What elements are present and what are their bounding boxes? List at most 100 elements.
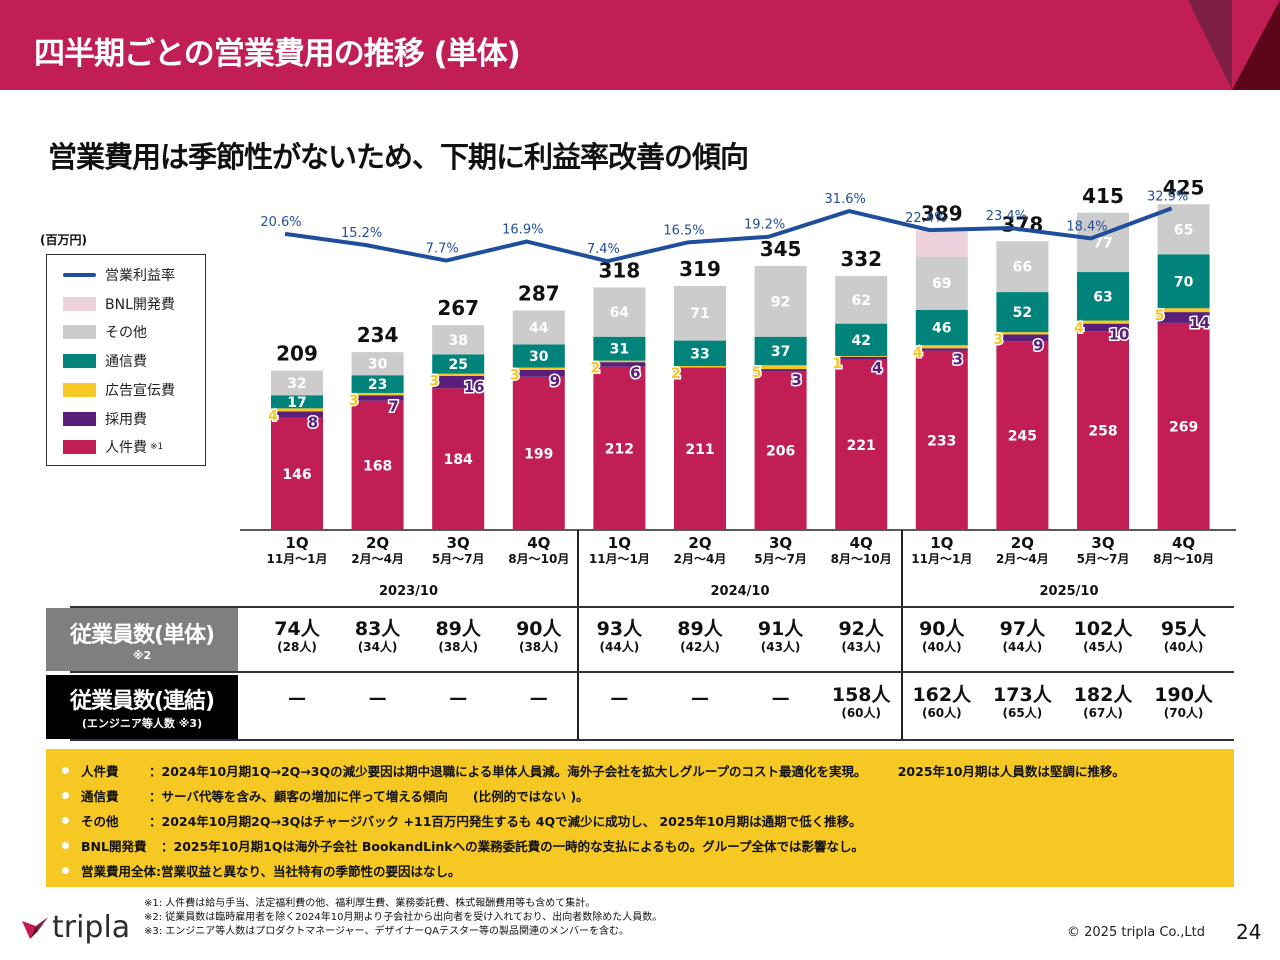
table-cell: 90人 (38人) bbox=[497, 618, 580, 655]
table-cell: — bbox=[497, 684, 580, 709]
total-label: 389 bbox=[921, 201, 963, 225]
bar-segment-other bbox=[512, 310, 565, 345]
margin-data-label: 7.4% bbox=[587, 242, 620, 257]
data-label-other: 92 bbox=[771, 294, 790, 310]
table-cell: — bbox=[256, 684, 339, 709]
bar-segment-communication bbox=[351, 375, 404, 393]
data-label-personnel: 168 bbox=[363, 458, 392, 474]
months-label: 11月～1月 bbox=[588, 552, 650, 566]
legend-line-swatch bbox=[63, 273, 96, 277]
data-label-advertising: 3 bbox=[510, 368, 520, 384]
legend-swatch bbox=[63, 297, 96, 311]
months-label: 2月～4月 bbox=[996, 552, 1049, 566]
bar-segment-other bbox=[674, 285, 726, 341]
note-item: 通信費 ：サーバ代等を含み、顧客の増加に伴って増える傾向 (比例的ではない )。 bbox=[62, 783, 1234, 808]
employee-count: 90人 bbox=[516, 618, 562, 640]
table-cell: — bbox=[417, 684, 500, 709]
employee-count: 97人 bbox=[999, 618, 1046, 640]
data-label-personnel: 245 bbox=[1008, 429, 1037, 445]
note-text: :営業収益と異なり、当社特有の季節性の要因はなし。 bbox=[156, 864, 461, 879]
data-label-recruiting: 9 bbox=[550, 372, 560, 390]
months-label: 5月～7月 bbox=[754, 552, 807, 566]
data-label-advertising: 4 bbox=[913, 345, 923, 361]
table-top-border bbox=[70, 606, 1234, 608]
total-label: 234 bbox=[357, 323, 399, 347]
bullet-icon bbox=[62, 767, 69, 774]
quarter-label: 3Q bbox=[1091, 534, 1115, 552]
bullet-icon bbox=[62, 842, 69, 849]
footnotes: ※1: 人件費は給与手当、法定福利費の他、福利厚生費、業務委託費、株式報酬費用等… bbox=[144, 897, 662, 939]
fiscal-year-label: 2025/10 bbox=[1039, 584, 1099, 599]
bar-segment-other bbox=[271, 370, 323, 396]
header-bar: 四半期ごとの営業費用の推移 (単体) bbox=[0, 0, 1280, 90]
footnote: ※2: 従業員数は臨時雇用者を除く2024年10月期より子会社から出向者を受け入… bbox=[144, 912, 663, 923]
bar-segment-personnel bbox=[512, 376, 565, 530]
data-label-recruiting: 9 bbox=[1033, 336, 1043, 354]
data-label-communication: 37 bbox=[771, 344, 790, 360]
employee-count: 90人 bbox=[919, 618, 965, 640]
legend-item-margin: 営業利益率 bbox=[63, 265, 175, 285]
fiscal-year-label: 2024/10 bbox=[710, 584, 770, 599]
bar-segment-personnel bbox=[593, 366, 646, 530]
engineer-count: (65人) bbox=[1002, 706, 1043, 720]
total-label: 425 bbox=[1163, 180, 1205, 199]
legend-label: BNL開発費 bbox=[105, 297, 175, 313]
table-cell: 89人 (42人) bbox=[659, 618, 742, 655]
header-decoration bbox=[1188, 0, 1280, 90]
months-label: 8月～10月 bbox=[1153, 552, 1215, 566]
data-label-personnel: 211 bbox=[685, 442, 714, 458]
employee-count: 158人 bbox=[831, 684, 891, 706]
legend-item-other: その他 bbox=[63, 322, 147, 342]
data-label-personnel: 146 bbox=[282, 467, 311, 483]
note-item: その他 ：2024年10月期2Q→3Qはチャージバック +11百万円発生するも 4… bbox=[62, 808, 1234, 833]
bar-segment-recruiting bbox=[593, 362, 646, 367]
engineer-count: (44人) bbox=[1002, 640, 1043, 654]
bar-segment-advertising bbox=[996, 332, 1049, 335]
page-number: 24 bbox=[1236, 920, 1262, 944]
months-label: 11月～1月 bbox=[911, 552, 973, 566]
quarter-label: 1Q bbox=[930, 534, 954, 552]
quarter-label: 1Q bbox=[607, 534, 631, 552]
bar-segment-communication bbox=[1157, 254, 1210, 309]
engineer-count: (34人) bbox=[357, 640, 398, 654]
table-cell: — bbox=[336, 684, 419, 709]
bar-segment-personnel bbox=[754, 371, 807, 530]
table-cell: 95人 (40人) bbox=[1142, 618, 1225, 655]
legend-swatch bbox=[63, 383, 96, 397]
data-label-personnel: 233 bbox=[927, 433, 956, 449]
bar-segment-other bbox=[915, 256, 968, 310]
data-label-personnel: 212 bbox=[605, 441, 634, 457]
legend-item-personnel: 人件費 ※1 bbox=[63, 437, 163, 457]
notes-box: 人件費 ：2024年10月期1Q→2Q→3Qの減少要因は期中退職による単体人員減。… bbox=[46, 749, 1234, 887]
bar-segment-recruiting bbox=[915, 348, 968, 351]
footnote: ※3: エンジニア等人数はプロダクトマネージャー、デザイナーQAテスター等の製品… bbox=[144, 926, 630, 937]
legend-item-bnl: BNL開発費 bbox=[63, 294, 175, 314]
data-label-communication: 70 bbox=[1174, 274, 1194, 290]
legend-swatch bbox=[63, 325, 96, 339]
bar-segment-other bbox=[1157, 204, 1210, 255]
x-tick-label: 2Q 2月～4月 bbox=[981, 534, 1064, 566]
row-header-consolidated-employees: 従業員数(連結) (エンジニア等人数 ※3) bbox=[46, 675, 238, 739]
engineer-count: (43人) bbox=[760, 640, 801, 654]
bullet-icon bbox=[62, 792, 69, 799]
total-label: 209 bbox=[276, 342, 318, 366]
bar-segment-personnel bbox=[996, 341, 1049, 530]
data-label-other: 64 bbox=[610, 305, 630, 321]
legend-label: 採用費 bbox=[105, 412, 147, 428]
quarter-label: 3Q bbox=[446, 534, 470, 552]
bar-segment-personnel bbox=[915, 350, 968, 530]
x-tick-label: 1Q 11月～1月 bbox=[256, 534, 339, 566]
bar-segment-personnel bbox=[432, 388, 485, 530]
data-label-communication: 31 bbox=[610, 342, 629, 358]
quarter-label: 4Q bbox=[849, 534, 873, 552]
x-axis-labels: 1Q 11月～1月 2Q 2月～4月 3Q 5月～7月 4Q 8月～10月 1Q 11月～1月 2Q… bbox=[240, 534, 1236, 606]
bar-segment-personnel bbox=[1077, 331, 1129, 530]
table-cell: — bbox=[739, 684, 822, 709]
bar-segment-other bbox=[754, 265, 807, 337]
total-label: 287 bbox=[518, 282, 560, 306]
bar-segment-advertising bbox=[835, 355, 888, 357]
bar-segment-advertising bbox=[754, 365, 807, 370]
data-label-advertising: 1 bbox=[832, 356, 842, 372]
data-label-other: 38 bbox=[448, 333, 467, 349]
employee-count: 190人 bbox=[1154, 684, 1213, 706]
